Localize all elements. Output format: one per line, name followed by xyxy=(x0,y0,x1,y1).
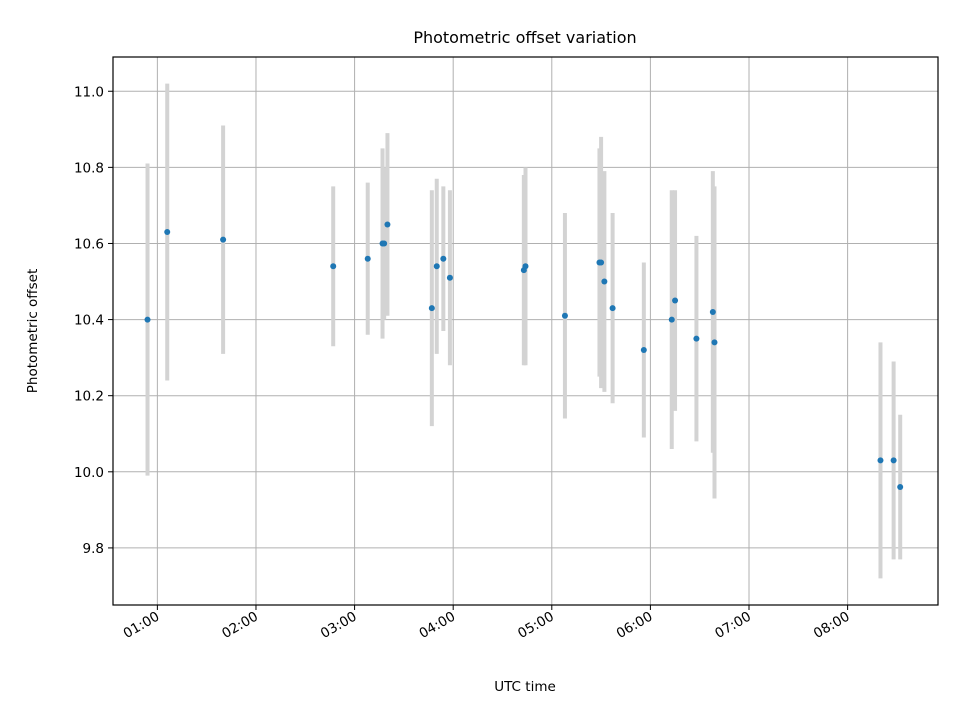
plot-frame xyxy=(112,56,939,606)
data-point xyxy=(440,255,447,262)
chart-title: Photometric offset variation xyxy=(413,28,636,47)
data-point xyxy=(384,221,391,228)
y-tick-label: 11.0 xyxy=(74,84,104,100)
data-point xyxy=(640,347,647,354)
data-point xyxy=(877,457,884,464)
data-point xyxy=(668,316,675,323)
data-point xyxy=(609,305,616,312)
data-point xyxy=(693,335,700,342)
data-point xyxy=(709,308,716,315)
data-point xyxy=(601,278,608,285)
y-axis: 9.8 10.0 10.2 10.4 10.6 10.8 11.0 xyxy=(74,84,113,557)
data-point xyxy=(561,312,568,319)
data-point xyxy=(381,240,388,247)
data-point xyxy=(446,274,453,281)
data-point xyxy=(433,263,440,270)
data-point xyxy=(364,255,371,262)
data-point xyxy=(711,339,718,346)
data-point xyxy=(598,259,605,266)
y-tick-label: 10.0 xyxy=(74,465,104,481)
data-point xyxy=(330,263,337,270)
y-tick-label: 10.6 xyxy=(74,236,104,252)
y-tick-label: 10.8 xyxy=(74,160,104,176)
y-tick-label: 10.4 xyxy=(74,313,104,329)
y-tick-label: 10.2 xyxy=(74,389,104,405)
data-point xyxy=(220,236,227,243)
data-point xyxy=(890,457,897,464)
data-point xyxy=(144,316,151,323)
data-point xyxy=(522,263,529,270)
data-point xyxy=(897,484,904,491)
data-point xyxy=(672,297,679,304)
y-axis-label: Photometric offset xyxy=(25,269,41,393)
data-point xyxy=(428,305,435,312)
x-axis-label: UTC time xyxy=(494,679,556,695)
data-point xyxy=(164,229,171,236)
y-tick-label: 9.8 xyxy=(83,541,104,557)
data-points xyxy=(144,221,904,491)
